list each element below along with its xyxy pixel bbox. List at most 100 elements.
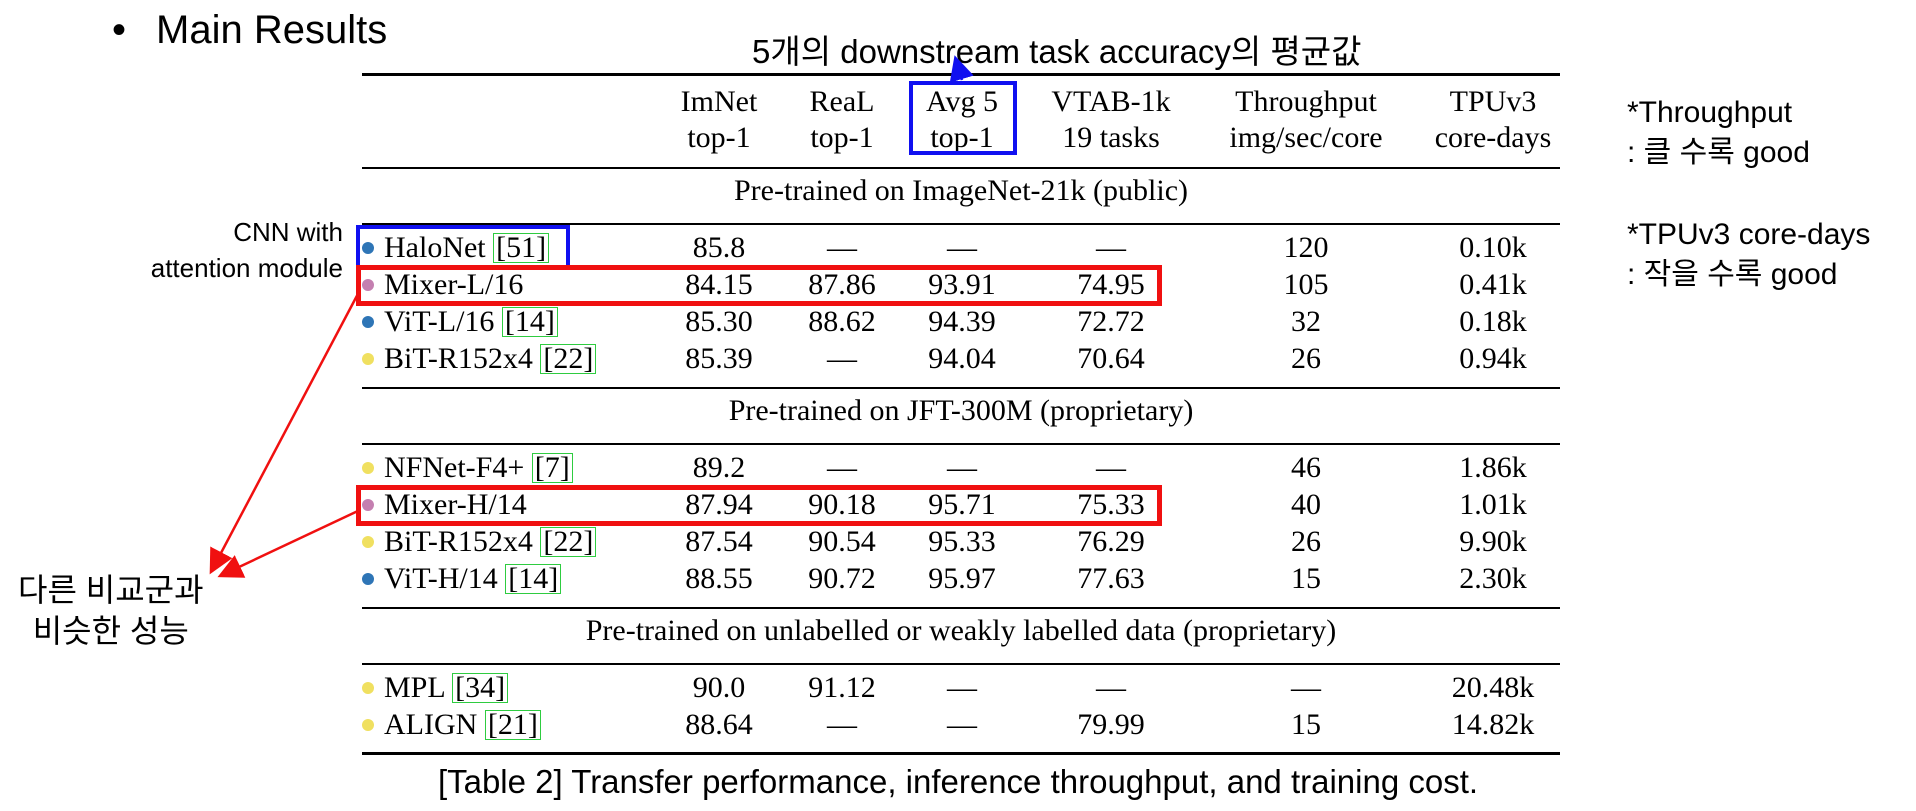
model-name-cell: BiT-R152x4 [22] — [362, 524, 597, 560]
cell-avg5: 93.91 — [928, 268, 996, 301]
model-name: ViT-L/16 — [384, 305, 495, 338]
cell-real: 90.18 — [808, 488, 876, 521]
cell-real: 90.54 — [808, 525, 876, 558]
citation-link[interactable]: [14] — [501, 305, 558, 338]
model-name-cell: HaloNet [51] — [362, 230, 550, 266]
slide-heading: • Main Results — [112, 8, 387, 53]
model-marker-dot — [362, 353, 374, 366]
cell-avg5: 94.04 — [928, 342, 996, 375]
throughput-note-line1: *Throughput — [1627, 96, 1793, 129]
model-name-cell: BiT-R152x4 [22] — [362, 341, 597, 377]
table-row: BiT-R152x4 [22] 87.54 90.54 95.33 76.29 26 9.9… — [362, 524, 1560, 560]
heading-text: Main Results — [156, 8, 388, 52]
model-name: NFNet-F4+ — [384, 451, 525, 484]
cell-avg5: 95.97 — [928, 562, 996, 595]
citation-link[interactable]: [21] — [484, 708, 541, 741]
table-row: MPL [34] 90.0 91.12 — — — 20.48k — [362, 670, 1560, 706]
cell-tpu: 14.82k — [1451, 708, 1535, 741]
model-name: Mixer-H/14 — [384, 488, 527, 521]
cell-avg5: — — [947, 671, 977, 704]
throughput-note-line2: : 클 수록 good — [1627, 136, 1810, 169]
col-header-vtab: VTAB-1k 19 tasks — [1026, 84, 1196, 156]
col-header-line2: img/sec/core — [1229, 121, 1383, 154]
cell-vtab: 72.72 — [1077, 305, 1145, 338]
similar-note-line1: 다른 비교군과 — [18, 572, 204, 608]
tpu-note-line2: : 작을 수록 good — [1627, 258, 1838, 291]
col-header-line2: core-days — [1434, 121, 1552, 154]
arrow-to-mixer-l16 — [209, 289, 362, 575]
col-header-line2: top-1 — [687, 121, 751, 154]
tpu-note-line1: *TPUv3 core-days — [1627, 218, 1871, 251]
cell-tpu: 9.90k — [1459, 525, 1527, 558]
citation-number: 22 — [553, 525, 584, 558]
table-top-rule — [362, 73, 1560, 76]
col-header-line2: top-1 — [810, 121, 874, 154]
cell-imnet: 87.94 — [685, 488, 753, 521]
section1-rule — [362, 223, 1560, 225]
cell-avg5: — — [947, 451, 977, 484]
citation-link[interactable]: [22] — [540, 525, 597, 558]
citation-number: 21 — [497, 708, 528, 741]
model-marker-dot — [362, 279, 374, 292]
cell-imnet: 84.15 — [685, 268, 753, 301]
cell-avg5: 94.39 — [928, 305, 996, 338]
cell-real: — — [827, 342, 857, 375]
col-header-line1: ReaL — [809, 85, 875, 118]
citation-link[interactable]: [34] — [452, 673, 509, 703]
avg5-highlight-box — [909, 81, 1017, 155]
model-name-cell: MPL [34] — [362, 670, 509, 706]
col-header-line1: VTAB-1k — [1051, 85, 1171, 118]
table-row: ALIGN [21] 88.64 — — 79.99 15 14.82k — [362, 707, 1560, 743]
citation-link[interactable]: [51] — [493, 231, 550, 264]
cnn-attention-note: CNN with attention module — [151, 214, 343, 286]
cell-real: 87.86 — [808, 268, 876, 301]
col-header-avg5: Avg 5 top-1 — [877, 84, 1047, 156]
cell-avg5: 95.71 — [928, 488, 996, 521]
cell-throughput: 40 — [1291, 488, 1321, 521]
model-marker-dot — [362, 242, 374, 255]
arrow-to-mixer-h14 — [217, 508, 361, 578]
cell-tpu: 1.01k — [1459, 488, 1527, 521]
mixer-h14-highlight-box — [356, 485, 1162, 526]
model-marker-dot — [362, 682, 374, 695]
col-header-line2: 19 tasks — [1062, 121, 1160, 154]
col-header-tpu: TPUv3 core-days — [1408, 84, 1578, 156]
cell-throughput: 26 — [1291, 525, 1321, 558]
cell-avg5: — — [947, 708, 977, 741]
citation-number: 7 — [544, 451, 560, 484]
model-name-cell: ViT-H/14 [14] — [362, 561, 562, 597]
citation-link[interactable]: [22] — [540, 342, 597, 375]
citation-number: 51 — [506, 231, 537, 264]
cell-tpu: 2.30k — [1459, 562, 1527, 595]
col-header-real: ReaL top-1 — [757, 84, 927, 156]
col-header-line1: Throughput — [1235, 85, 1377, 118]
cell-vtab: 79.99 — [1077, 708, 1145, 741]
cell-vtab: 75.33 — [1077, 488, 1145, 521]
model-name-cell: NFNet-F4+ [7] — [362, 450, 573, 486]
model-marker-dot — [362, 536, 374, 549]
tpu-note: *TPUv3 core-days : 작을 수록 good — [1627, 215, 1870, 295]
cell-avg5: — — [947, 231, 977, 264]
cell-tpu: 0.10k — [1459, 231, 1527, 264]
citation-link[interactable]: [7] — [531, 451, 573, 484]
cell-imnet: 89.2 — [692, 451, 746, 484]
cell-imnet: 87.54 — [685, 525, 753, 558]
col-header-throughput: Throughput img/sec/core — [1221, 84, 1391, 156]
section-title: Pre-trained on JFT-300M (proprietary) — [728, 394, 1194, 427]
halonet-highlight-box — [356, 225, 570, 269]
model-name-cell: ALIGN [21] — [362, 707, 541, 743]
header-rule — [362, 167, 1560, 169]
cnn-note-line2: attention module — [150, 253, 343, 283]
citation-number: 14 — [514, 305, 545, 338]
cell-real: — — [827, 708, 857, 741]
model-marker-dot — [362, 316, 374, 329]
cell-vtab: 74.95 — [1077, 268, 1145, 301]
cell-imnet: 85.39 — [685, 342, 753, 375]
section-title: Pre-trained on ImageNet-21k (public) — [734, 174, 1188, 207]
col-header-line1: ImNet — [680, 85, 758, 118]
citation-link[interactable]: [14] — [505, 564, 562, 594]
section2-rule — [362, 443, 1560, 445]
model-marker-dot — [362, 499, 374, 512]
model-marker-dot — [362, 573, 374, 586]
citation-number: 22 — [553, 342, 584, 375]
